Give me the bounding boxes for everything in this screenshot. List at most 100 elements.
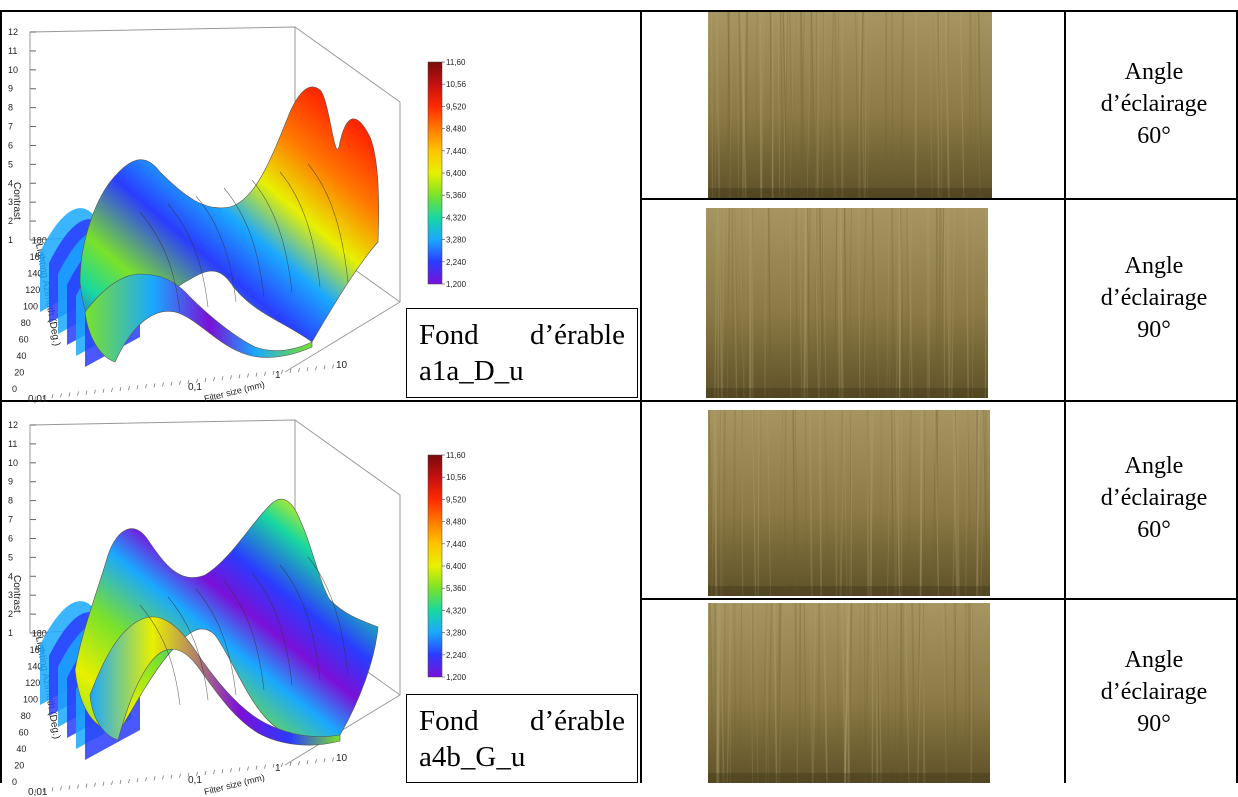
colorbar-tick-label: 7,440 [446,540,467,549]
angle-label-1: Angle d’éclairage 60° [1070,56,1238,152]
z-tick-label: 6 [8,140,13,150]
sample-caption-2: Fond d’érable a4b_G_u [406,694,638,783]
colorbar [428,62,442,284]
z-tick-label: 9 [8,84,13,94]
angle-subject: d’éclairage [1070,482,1238,514]
colorbar-tick-label: 7,440 [446,147,467,156]
colorbar-tick-label: 8,480 [446,518,467,527]
z-tick-label: 8 [8,496,13,506]
z-tick-label: 5 [8,159,13,169]
angle-label-4: Angle d’éclairage 90° [1070,644,1238,740]
angle-label-3: Angle d’éclairage 60° [1070,450,1238,546]
y-tick-label: 60 [19,335,29,345]
y-tick-label: 20 [14,368,24,378]
z-tick-label: 8 [8,103,13,113]
z-tick-label: 1 [8,235,13,245]
colorbar-tick-label: 2,240 [446,651,467,660]
z-tick-label: 1 [8,628,13,638]
angle-label-2: Angle d’éclairage 90° [1070,250,1238,346]
photo-surface [708,12,992,198]
colorbar-tick-label: 9,520 [446,102,467,111]
colorbar [428,455,442,677]
colorbar-tick-label: 11,60 [446,451,466,460]
z-tick-label: 12 [8,27,18,37]
y-tick-label: 100 [23,695,38,705]
row-divider-top [640,198,1238,200]
caption-word-2: d’érable [530,317,625,353]
z-tick-label: 7 [8,122,13,132]
x-tick-label: 1 [275,370,281,381]
y-tick-label: 80 [21,711,31,721]
z-tick-label: 5 [8,552,13,562]
x-axis-title: Filter size (mm) [203,772,266,797]
angle-value: 60° [1070,514,1238,546]
sample-caption-1: Fond d’érable a1a_D_u [406,308,638,398]
photo-surface [706,208,988,398]
sample-id: a4b_G_u [419,739,625,775]
y-tick-label: 40 [16,351,26,361]
x-tick-label: 0,1 [188,775,202,786]
colorbar-tick-label: 3,280 [446,629,467,638]
wood-photo-2 [706,208,988,398]
colorbar-tick-label: 4,320 [446,606,467,615]
colorbar-tick-label: 6,400 [446,169,467,178]
colorbar-tick-label: 1,200 [446,673,467,682]
x-tick-label: 0,01 [28,787,48,797]
z-tick-label: 12 [8,420,18,430]
table-col-divider-1 [640,10,642,783]
y-tick-label: 0 [12,777,17,787]
y-tick-label: 0 [12,384,17,394]
angle-subject: d’éclairage [1070,282,1238,314]
colorbar-tick-label: 3,280 [446,236,467,245]
colorbar-tick-label: 5,360 [446,191,467,200]
z-tick-label: 11 [8,46,17,56]
x-axis-title: Filter size (mm) [203,379,266,404]
row-divider-bottom [640,598,1238,600]
colorbar-tick-label: 2,240 [446,258,467,267]
angle-subject: d’éclairage [1070,88,1238,120]
colorbar-tick-label: 1,200 [446,280,467,289]
z-tick-label: 6 [8,533,13,543]
y-tick-label: 120 [25,678,40,688]
angle-word: Angle [1070,644,1238,676]
angle-word: Angle [1070,56,1238,88]
z-tick-label: 9 [8,477,13,487]
y-tick-label: 40 [16,744,26,754]
photo-surface [708,410,990,596]
table-col-divider-2 [1064,10,1066,783]
angle-word: Angle [1070,450,1238,482]
z-tick-label: 7 [8,515,13,525]
colorbar-tick-label: 4,320 [446,213,467,222]
wood-photo-4 [708,603,990,783]
z-axis-title: Contrast [11,182,22,220]
wood-photo-3 [708,410,990,596]
z-axis-title: Contrast [11,575,22,613]
angle-value: 60° [1070,120,1238,152]
caption-word-1: Fond [419,317,479,353]
x-tick-label: 0,01 [28,394,48,404]
y-tick-label: 60 [19,728,29,738]
colorbar-tick-label: 8,480 [446,125,467,134]
colorbar-tick-label: 10,56 [446,473,467,482]
angle-word: Angle [1070,250,1238,282]
y-tick-label: 100 [23,302,38,312]
angle-subject: d’éclairage [1070,676,1238,708]
wood-photo-1 [708,12,992,198]
angle-value: 90° [1070,708,1238,740]
x-tick-label: 0,1 [188,382,202,393]
colorbar-tick-label: 9,520 [446,495,467,504]
y-tick-label: 20 [14,761,24,771]
sample-id: a1a_D_u [419,353,625,389]
y-tick-label: 120 [25,285,40,295]
y-tick-label: 80 [21,318,31,328]
colorbar-tick-label: 11,60 [446,58,466,67]
caption-word-2: d’érable [530,703,625,739]
colorbar-tick-label: 5,360 [446,584,467,593]
z-tick-label: 11 [8,439,17,449]
z-tick-label: 10 [8,65,18,75]
caption-word-1: Fond [419,703,479,739]
colorbar-tick-label: 6,400 [446,562,467,571]
colorbar-tick-label: 10,56 [446,80,467,89]
x-tick-label: 10 [336,360,348,371]
x-tick-label: 1 [275,763,281,774]
